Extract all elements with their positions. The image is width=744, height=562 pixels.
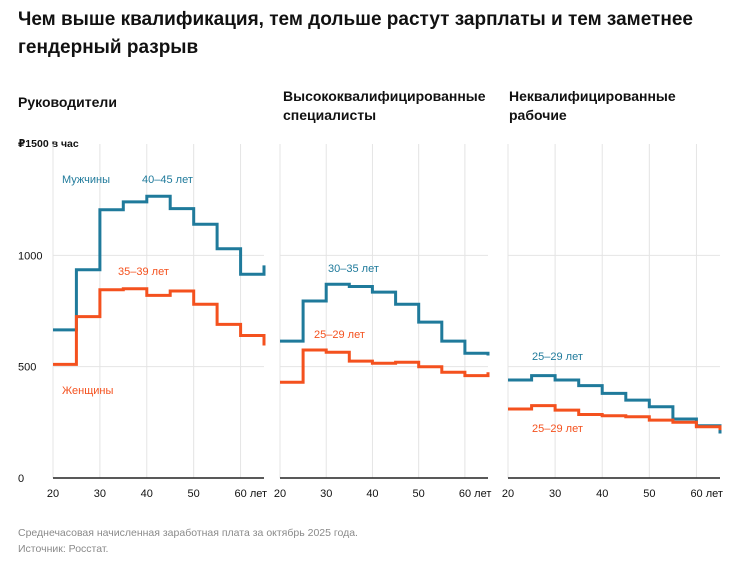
x-tick-label: 60 лет <box>235 488 268 500</box>
x-tick-label: 40 <box>366 488 378 500</box>
women-series-line-panel-3 <box>508 404 722 431</box>
women-series-line-panel-1 <box>53 287 266 366</box>
men-series-line-panel-3 <box>508 374 722 434</box>
chart-title: Чем выше квалификация, тем дольше растут… <box>18 9 693 58</box>
x-tick-label: 50 <box>643 488 655 500</box>
x-tick-label: 50 <box>413 488 425 500</box>
x-tick-label: 60 лет <box>459 488 492 500</box>
x-tick-label: 50 <box>188 488 200 500</box>
x-tick-label: 30 <box>320 488 332 500</box>
women-peak-label: 25–29 лет <box>532 423 583 435</box>
panel-title-managers: Руководители <box>18 94 117 110</box>
men-series-line-panel-1 <box>53 194 266 332</box>
y-tick-label-1000: 1000 <box>18 250 42 262</box>
x-tick-label: 20 <box>47 488 59 500</box>
men-series-line-panel-2 <box>280 282 490 356</box>
men-peak-label: 25–29 лет <box>532 351 583 363</box>
x-tick-label: 30 <box>94 488 106 500</box>
women-series-line-panel-2 <box>280 348 490 384</box>
x-tick-label: 60 лет <box>690 488 723 500</box>
y-axis-label: ₽1500 в час <box>18 138 79 150</box>
panel-title-specialists: Высококвалифицированные специалисты <box>283 88 486 123</box>
footnote: Среднечасовая начисленная заработная пла… <box>18 527 358 539</box>
x-tick-label: 40 <box>141 488 153 500</box>
legend-men: Мужчины <box>62 174 110 186</box>
women-peak-label: 25–29 лет <box>314 329 365 341</box>
men-peak-label: 40–45 лет <box>142 174 193 186</box>
legend-women: Женщины <box>62 385 113 397</box>
x-tick-label: 20 <box>274 488 286 500</box>
men-peak-label: 30–35 лет <box>328 263 379 275</box>
panel-title-workers: Неквалифицированные рабочие <box>509 88 676 123</box>
x-tick-label: 20 <box>502 488 514 500</box>
x-tick-label: 30 <box>549 488 561 500</box>
y-tick-label-500: 500 <box>18 362 36 374</box>
source-note: Источник: Росстат. <box>18 543 109 555</box>
y-tick-label-0: 0 <box>18 473 24 485</box>
women-peak-label: 35–39 лет <box>118 266 169 278</box>
x-tick-label: 40 <box>596 488 608 500</box>
